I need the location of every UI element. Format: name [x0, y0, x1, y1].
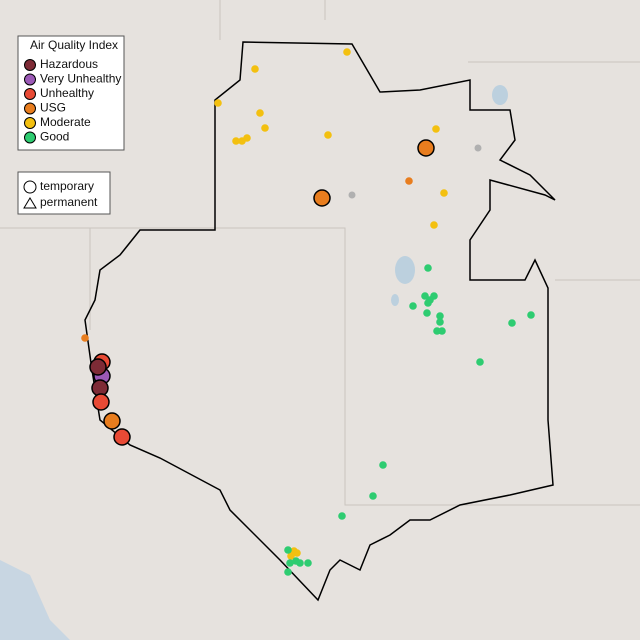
legend-label: Unhealthy [40, 86, 94, 100]
marker [261, 124, 269, 132]
marker [343, 48, 351, 56]
marker-no-data [348, 191, 356, 199]
legend-shape [23, 180, 37, 194]
marker-large [103, 412, 121, 430]
marker [432, 125, 440, 133]
marker [214, 99, 222, 107]
marker [238, 137, 246, 145]
legend-box [17, 171, 111, 215]
marker [296, 559, 304, 567]
marker [287, 552, 295, 560]
marker-large [113, 428, 131, 446]
legend-swatch [24, 88, 36, 100]
marker [436, 312, 444, 320]
region-boundary [84, 41, 556, 602]
marker [256, 109, 264, 117]
marker [476, 358, 484, 366]
marker-large [89, 358, 107, 376]
marker [405, 177, 413, 185]
marker [438, 327, 446, 335]
legend-title: Air Quality Index [30, 38, 118, 52]
marker [232, 137, 240, 145]
marker [293, 549, 301, 557]
markers [81, 48, 535, 576]
legend-label: Hazardous [40, 57, 98, 71]
legend: Air Quality Index temporary permanent Ha… [17, 35, 125, 215]
marker [81, 334, 89, 342]
marker-large [92, 393, 110, 411]
lakes [391, 85, 508, 306]
marker [286, 559, 294, 567]
marker-no-data [474, 144, 482, 152]
legend-swatch [24, 59, 36, 71]
marker [284, 568, 292, 576]
marker-large [417, 139, 435, 157]
marker [423, 309, 431, 317]
marker [338, 512, 346, 520]
marker [430, 221, 438, 229]
marker [424, 299, 432, 307]
marker [508, 319, 516, 327]
legend-swatch [24, 102, 36, 115]
marker [430, 292, 438, 300]
marker [251, 65, 259, 73]
legend-label: Moderate [40, 115, 91, 129]
marker [379, 461, 387, 469]
marker [304, 559, 312, 567]
marker [369, 492, 377, 500]
marker [409, 302, 417, 310]
legend-label: USG [40, 101, 66, 115]
legend-swatch [24, 73, 36, 86]
marker [527, 311, 535, 319]
legend-label: Very Unhealthy [40, 72, 121, 86]
marker [424, 264, 432, 272]
legend-shape [23, 197, 37, 209]
marker [284, 546, 292, 554]
legend-label: Good [40, 130, 69, 144]
legend-label: permanent [40, 195, 98, 209]
marker [436, 318, 444, 326]
marker [324, 131, 332, 139]
legend-label: temporary [40, 179, 94, 193]
legend-swatch [24, 131, 36, 144]
marker [440, 189, 448, 197]
ocean [0, 560, 70, 640]
legend-swatch [24, 117, 36, 129]
state-borders [0, 0, 640, 506]
marker-large [313, 189, 331, 207]
